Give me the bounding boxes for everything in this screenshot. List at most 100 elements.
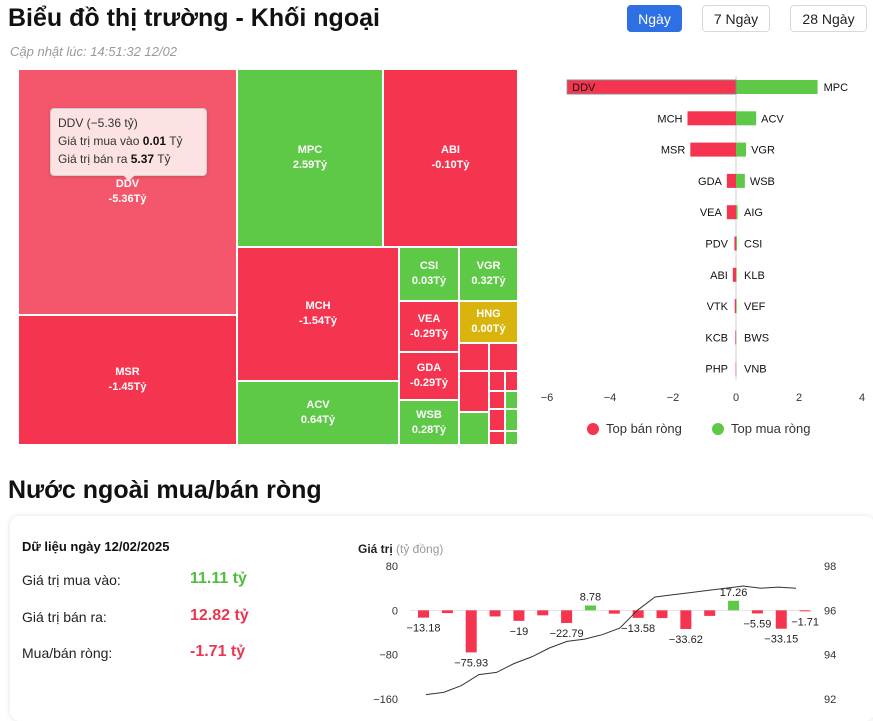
tile-value: -0.29Tỷ (410, 327, 448, 342)
tile-small[interactable] (505, 431, 518, 445)
bar-value-label: −33.62 (669, 634, 703, 646)
y-axis-unit: (tỷ đồng) (396, 542, 443, 556)
tile-hng[interactable]: HNG 0.00Tỷ (459, 301, 518, 343)
flow-bar (442, 610, 453, 613)
legend-buy[interactable]: Top mua ròng (712, 421, 811, 436)
tile-abi[interactable]: ABI -0.10Tỷ (383, 69, 518, 247)
tab-day[interactable]: Ngày (627, 5, 682, 32)
flow-bar (418, 610, 429, 617)
flow-bar (704, 610, 715, 616)
tile-small[interactable] (505, 371, 518, 391)
tile-acv[interactable]: ACV 0.64Tỷ (237, 381, 399, 445)
flow-bar (680, 610, 691, 629)
tooltip-title: DDV (−5.36 tỷ) (58, 114, 199, 132)
tab-28-days[interactable]: 28 Ngày (790, 5, 867, 32)
sell-label: MSR (661, 145, 686, 157)
sell-label: DDV (572, 82, 596, 94)
tooltip-unit: Tỷ (157, 152, 170, 166)
buy-value: 11.11 tỷ (190, 570, 247, 588)
tooltip-arrow (123, 175, 135, 181)
tooltip-buy-value: 0.01 (143, 134, 166, 148)
buy-bar (736, 205, 738, 219)
tile-label: MPC (298, 143, 322, 158)
buy-label: AIG (744, 207, 763, 219)
flow-bar (800, 610, 811, 611)
sell-label: PDV (705, 239, 728, 251)
tile-csi[interactable]: CSI 0.03Tỷ (399, 247, 459, 301)
tooltip-sell-value: 5.37 (131, 152, 154, 166)
buy-label: WSB (750, 176, 775, 188)
tile-vgr[interactable]: VGR 0.32Tỷ (459, 247, 518, 301)
sell-label: KCB (705, 332, 728, 344)
tile-small[interactable] (505, 409, 518, 431)
tile-value: 0.28Tỷ (412, 423, 446, 438)
y-axis-title: Giá trị (tỷ đồng) (358, 542, 443, 556)
tile-ddv[interactable]: DDV -5.36Tỷ (18, 69, 237, 315)
y2-tick-label: 98 (824, 561, 836, 573)
tile-small[interactable] (489, 431, 505, 445)
tile-value: 0.03Tỷ (412, 274, 446, 289)
tile-mch[interactable]: MCH -1.54Tỷ (237, 247, 399, 381)
tooltip-buy: Giá trị mua vào 0.01 Tỷ (58, 132, 199, 150)
y-tick-label: 0 (392, 605, 398, 617)
x-tick-label: 2 (796, 392, 802, 404)
sell-label: MCH (657, 113, 682, 125)
sell-label: ABI (710, 270, 728, 282)
tile-mpc[interactable]: MPC 2.59Tỷ (237, 69, 383, 247)
tooltip-buy-label: Giá trị mua vào (58, 134, 139, 148)
y-tick-label: 80 (386, 561, 398, 573)
buy-bar (736, 237, 737, 251)
tile-label: HNG (476, 307, 500, 322)
tile-gda[interactable]: GDA -0.29Tỷ (399, 352, 459, 400)
legend-sell-dot (587, 423, 599, 435)
tile-value: -1.54Tỷ (299, 314, 337, 329)
tooltip: DDV (−5.36 tỷ) Giá trị mua vào 0.01 Tỷ G… (50, 108, 207, 176)
tile-small[interactable] (505, 391, 518, 409)
flow-bar (609, 610, 620, 613)
sell-label: VEA (700, 207, 723, 219)
section-title: Nước ngoài mua/bán ròng (8, 476, 322, 505)
tile-vea[interactable]: VEA -0.29Tỷ (399, 301, 459, 352)
bar-value-label: −75.93 (454, 657, 488, 669)
legend-buy-label: Top mua ròng (731, 421, 811, 436)
tile-wsb[interactable]: WSB 0.28Tỷ (399, 400, 459, 445)
tile-value: 2.59Tỷ (293, 158, 327, 173)
tile-label: MSR (115, 365, 139, 380)
y-tick-label: −80 (379, 650, 398, 662)
legend-sell[interactable]: Top bán ròng (587, 421, 682, 436)
bar-value-label: −13.18 (407, 623, 441, 635)
tile-small[interactable] (489, 409, 505, 431)
tile-msr[interactable]: MSR -1.45Tỷ (18, 315, 237, 445)
flow-bar (728, 601, 739, 611)
tile-label: ACV (306, 398, 329, 413)
tile-value: 0.00Tỷ (471, 322, 505, 337)
y2-tick-label: 94 (824, 650, 836, 662)
tile-value: -0.29Tỷ (410, 376, 448, 391)
buy-label: Giá trị mua vào: (22, 572, 121, 588)
tile-value: -0.10Tỷ (432, 158, 470, 173)
tile-small[interactable] (489, 391, 505, 409)
tile-value: -5.36Tỷ (109, 192, 147, 207)
tile-label: CSI (420, 259, 438, 274)
bar-value-label: 8.78 (580, 591, 601, 603)
buy-bar (736, 268, 737, 282)
buy-bar (736, 174, 745, 188)
buy-label: MPC (824, 82, 849, 94)
tooltip-sell-label: Giá trị bán ra (58, 152, 127, 166)
tile-small[interactable] (459, 371, 489, 412)
tile-small[interactable] (459, 343, 489, 371)
y2-tick-label: 92 (824, 694, 836, 706)
tile-small[interactable] (489, 371, 505, 391)
tile-small[interactable] (459, 412, 489, 445)
buy-bar (736, 299, 737, 313)
sell-label: Giá trị bán ra: (22, 609, 107, 625)
tile-label: ABI (441, 143, 460, 158)
tile-small[interactable] (489, 343, 518, 371)
sell-value: 12.82 tỷ (190, 607, 249, 625)
sell-label: PHP (705, 364, 728, 376)
buy-label: VNB (744, 364, 767, 376)
sell-label: GDA (698, 176, 723, 188)
flow-bar (537, 610, 548, 615)
tile-value: 0.64Tỷ (301, 413, 335, 428)
tab-7-days[interactable]: 7 Ngày (702, 5, 770, 32)
